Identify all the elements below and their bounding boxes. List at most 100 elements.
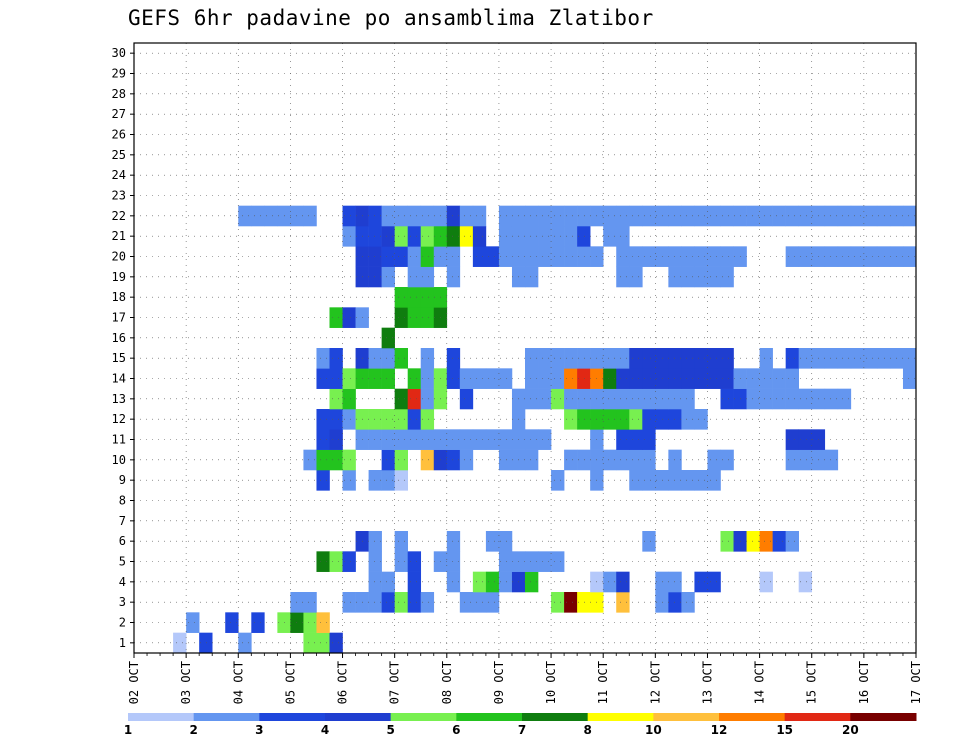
- heatmap-cell: [564, 226, 578, 247]
- heatmap-cell: [472, 226, 487, 247]
- heatmap-cell: [264, 205, 278, 227]
- heatmap-cell: [564, 449, 578, 471]
- heatmap-cell: [642, 429, 656, 450]
- x-tick-label: 14 OCT: [753, 661, 767, 704]
- heatmap-cell: [837, 348, 852, 369]
- heatmap-cell: [498, 449, 513, 471]
- heatmap-cell: [837, 205, 852, 227]
- x-tick-label: 16 OCT: [857, 661, 871, 704]
- heatmap-cell: [694, 409, 708, 430]
- heatmap-cell: [407, 592, 422, 613]
- y-tick-label: 20: [112, 250, 126, 264]
- heatmap-cell: [446, 205, 461, 227]
- heatmap-cell: [368, 470, 382, 491]
- y-tick-label: 15: [112, 351, 126, 365]
- legend-swatch: [325, 713, 392, 721]
- heatmap-cell: [251, 205, 265, 227]
- heatmap-cell: [394, 592, 408, 613]
- heatmap-cell: [824, 388, 839, 410]
- heatmap-cell: [394, 246, 408, 267]
- x-tick-label: 15 OCT: [805, 661, 819, 704]
- heatmap-cell: [368, 551, 382, 572]
- heatmap-cell: [746, 368, 760, 389]
- heatmap-cell: [642, 388, 656, 410]
- heatmap-cell: [394, 226, 408, 247]
- heatmap-cell: [603, 226, 617, 247]
- heatmap-cell: [616, 429, 630, 450]
- heatmap-cell: [303, 592, 317, 613]
- heatmap-cell: [407, 266, 422, 288]
- heatmap-cell: [368, 226, 382, 247]
- heatmap-cell: [902, 246, 917, 267]
- heatmap-cell: [616, 348, 630, 369]
- legend-swatch: [587, 713, 654, 721]
- heatmap-cell: [420, 266, 435, 288]
- heatmap-cell: [642, 246, 656, 267]
- heatmap-cell: [668, 592, 682, 613]
- heatmap-cell: [199, 632, 213, 654]
- heatmap-cell: [694, 205, 708, 227]
- heatmap-cell: [525, 571, 539, 593]
- heatmap-cell: [850, 246, 865, 267]
- legend-swatch: [456, 713, 523, 721]
- legend-label: 5: [386, 723, 394, 737]
- heatmap-cell: [329, 409, 343, 430]
- heatmap-cell: [798, 348, 813, 369]
- heatmap-cell: [707, 246, 721, 267]
- heatmap-cell: [629, 429, 643, 450]
- heatmap-cell: [694, 368, 708, 389]
- heatmap-cell: [759, 368, 773, 389]
- heatmap-cell: [525, 246, 539, 267]
- heatmap-cell: [394, 388, 408, 410]
- heatmap-cell: [863, 205, 878, 227]
- heatmap-cell: [381, 429, 395, 450]
- heatmap-cell: [394, 429, 408, 450]
- heatmap-cell: [498, 551, 513, 572]
- heatmap-cell: [407, 388, 422, 410]
- heatmap-cell: [642, 470, 656, 491]
- heatmap-cell: [668, 409, 682, 430]
- heatmap-cell: [238, 632, 252, 654]
- y-tick-label: 6: [119, 534, 126, 548]
- heatmap-cell: [381, 571, 395, 593]
- heatmap-cell: [668, 348, 682, 369]
- legend-label: 15: [776, 723, 793, 737]
- heatmap-cell: [668, 388, 682, 410]
- heatmap-cell: [368, 266, 382, 288]
- heatmap-cell: [381, 348, 395, 369]
- heatmap-cell: [616, 205, 630, 227]
- heatmap-cell: [720, 449, 734, 471]
- heatmap-cell: [629, 246, 643, 267]
- heatmap-cell: [707, 266, 721, 288]
- heatmap-cell: [368, 592, 382, 613]
- heatmap-cell: [603, 205, 617, 227]
- heatmap-cell: [498, 571, 513, 593]
- heatmap-cell: [316, 348, 330, 369]
- heatmap-cell: [290, 612, 304, 633]
- heatmap-cell: [564, 246, 578, 267]
- heatmap-cell: [446, 246, 461, 267]
- heatmap-cell: [629, 388, 643, 410]
- heatmap-cell: [525, 205, 539, 227]
- heatmap-cell: [551, 470, 565, 491]
- heatmap-cell: [472, 246, 487, 267]
- heatmap-cell: [707, 205, 721, 227]
- heatmap-cell: [342, 307, 356, 328]
- heatmap-cell: [394, 531, 408, 552]
- heatmap-cell: [616, 409, 630, 430]
- heatmap-cell: [564, 348, 578, 369]
- heatmap-cell: [759, 205, 773, 227]
- heatmap-cell: [525, 226, 539, 247]
- heatmap-cell: [837, 246, 852, 267]
- heatmap-cell: [525, 449, 539, 471]
- heatmap-cell: [681, 348, 695, 369]
- legend-swatch: [193, 713, 260, 721]
- heatmap-cell: [472, 429, 487, 450]
- heatmap-cell: [498, 226, 513, 247]
- y-tick-label: 28: [112, 87, 126, 101]
- heatmap-cell: [407, 551, 422, 572]
- heatmap-cell: [655, 348, 669, 369]
- heatmap-cell: [368, 571, 382, 593]
- heatmap-cell: [603, 368, 617, 389]
- heatmap-cell: [681, 470, 695, 491]
